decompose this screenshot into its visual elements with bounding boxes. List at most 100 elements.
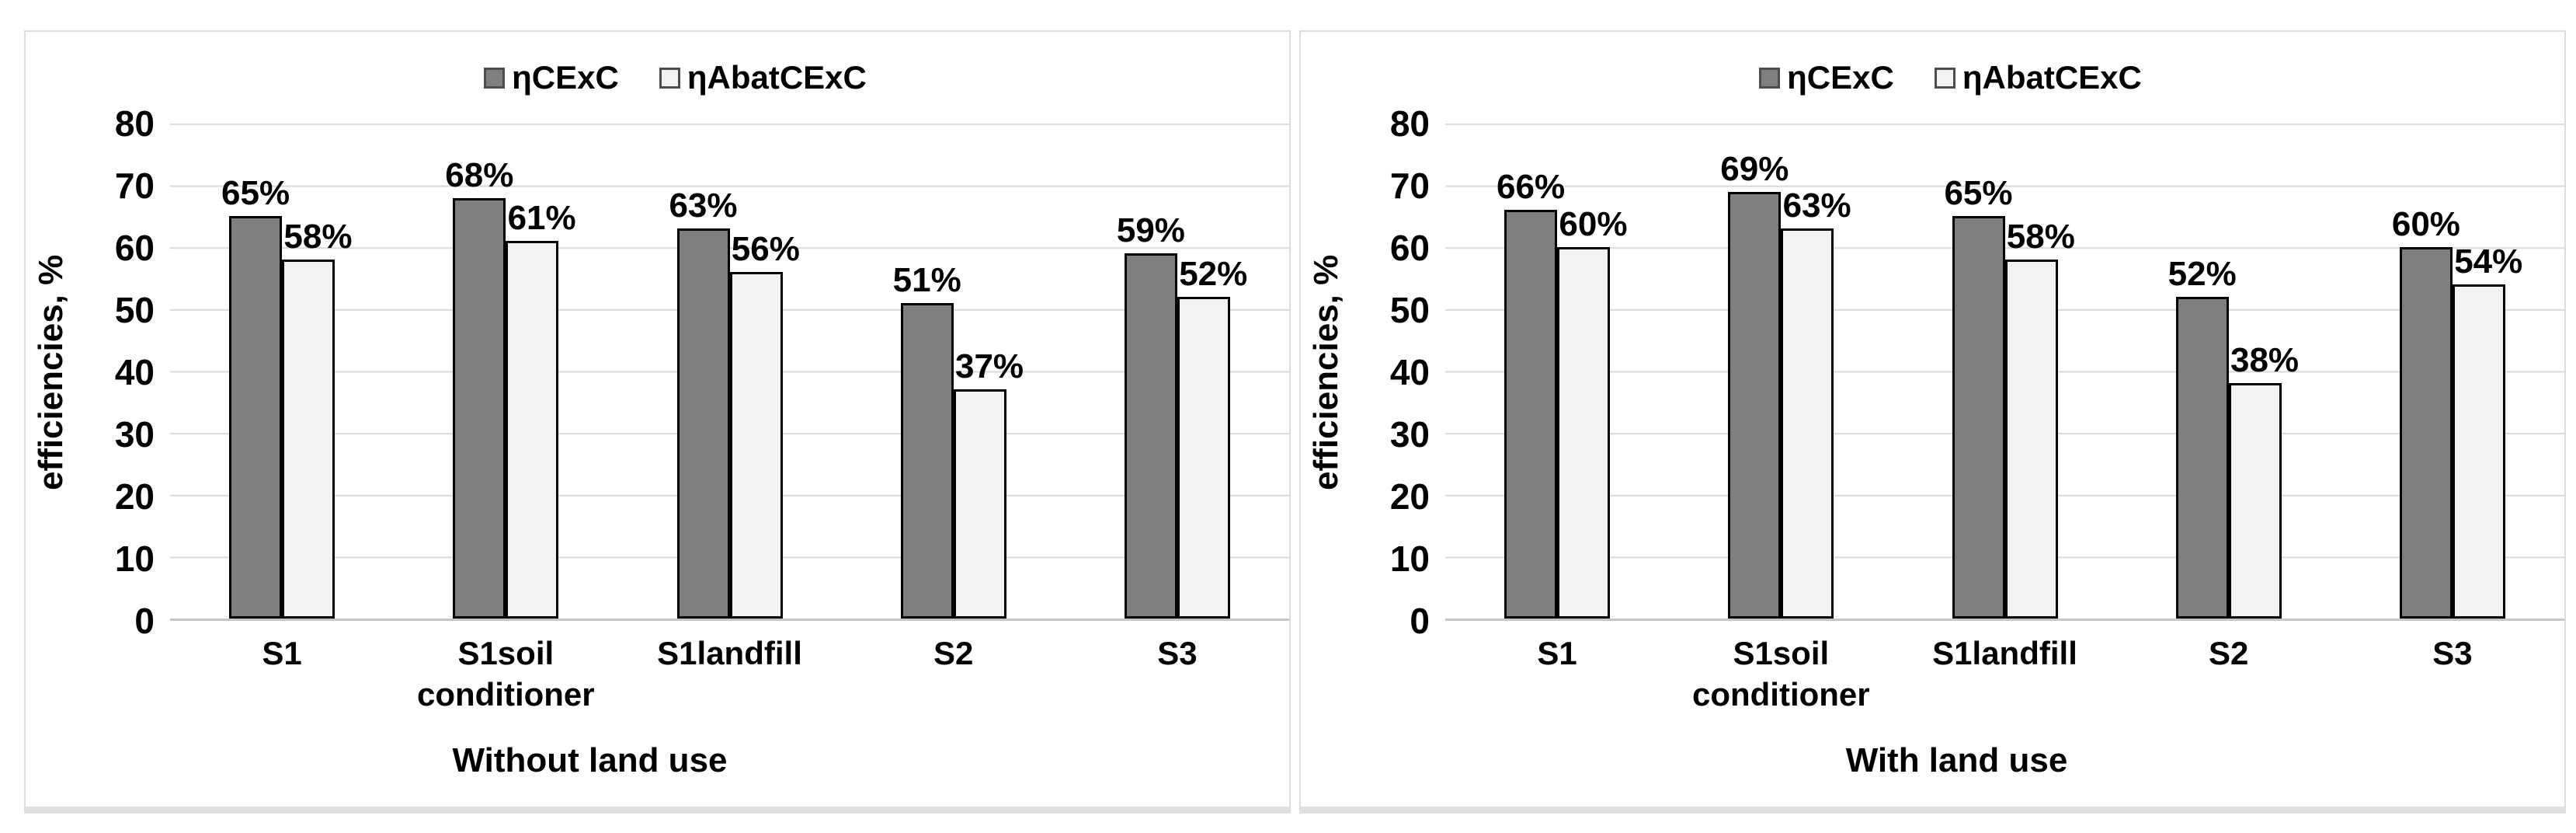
bar-value-label: 59% (1116, 211, 1185, 250)
y-tick-40: 40 (114, 352, 155, 392)
bar-ηAbatCExC-S1: 58% (282, 220, 352, 619)
bar-ηCExC-S2: 52% (2168, 256, 2237, 619)
y-tick-50: 50 (114, 290, 155, 330)
legend: ηCExC ηAbatCExC (116, 32, 1235, 124)
y-tick-30: 30 (114, 414, 155, 455)
category-label-S1soil-conditioner: S1soil conditioner (1691, 635, 1870, 713)
y-tick-20: 20 (1389, 476, 1430, 517)
bar-value-label: 63% (669, 186, 738, 225)
bar-ηCExC-S1: 65% (221, 176, 290, 619)
bar-value-label: 60% (1559, 205, 1628, 244)
chart-panel-without-land-use: ηCExC ηAbatCExC efficiencies, % 0 10 20 30 4… (24, 30, 1291, 814)
category-group-S1soil-conditioner: 68% 61% (394, 124, 617, 619)
plot-area: 66% 60% 69% 63% 65% 58% 52% 38% 60% 54% (1445, 124, 2564, 621)
category-group-S1soil-conditioner: 69% 63% (1669, 124, 1893, 619)
y-tick-40: 40 (1389, 352, 1430, 392)
legend-swatch-abatcexc (1934, 67, 1955, 89)
legend-swatch-cexc (484, 67, 506, 89)
category-label-S1: S1 (1537, 635, 1577, 671)
bar-ηCExC-S3: 60% (2392, 207, 2460, 619)
x-axis-title: With land use (1845, 741, 2068, 779)
y-tick-80: 80 (114, 103, 155, 144)
legend-item-abatcexc: ηAbatCExC (1934, 59, 2142, 96)
bar-ηAbatCExC-S1: 60% (1557, 207, 1627, 619)
chart-area: efficiencies, % 0 10 20 30 40 50 60 70 80 65% 58%… (26, 106, 1289, 639)
chart-area: efficiencies, % 0 10 20 30 40 50 60 70 80 66% 60%… (1301, 106, 2564, 639)
legend-swatch-abatcexc (659, 67, 680, 89)
legend-label-cexc: ηCExC (512, 59, 619, 96)
y-tick-50: 50 (1389, 290, 1430, 330)
y-tick-10: 10 (1389, 538, 1430, 579)
bar-value-label: 58% (283, 218, 353, 256)
chart-panel-with-land-use: ηCExC ηAbatCExC efficiencies, % 0 10 20 30 4… (1299, 30, 2566, 814)
x-axis-title: Without land use (452, 741, 728, 779)
bar-value-label: 61% (507, 199, 576, 238)
category-label-S2: S2 (933, 635, 974, 671)
legend-label-abatcexc: ηAbatCExC (1962, 59, 2142, 96)
y-axis-title: efficiencies, % (1307, 254, 1345, 490)
bar-value-label: 38% (2230, 341, 2300, 380)
legend-swatch-cexc (1759, 67, 1781, 89)
bar-ηAbatCExC-S1soil-conditioner: 63% (1781, 189, 1851, 619)
x-axis-category-labels: S1 S1soil conditioner S1landfill S2 S3 (170, 633, 1289, 715)
y-tick-60: 60 (114, 228, 155, 268)
y-tick-60: 60 (1389, 228, 1430, 268)
category-label-S1landfill: S1landfill (657, 635, 802, 671)
bar-ηCExC-S1soil-conditioner: 69% (1720, 152, 1789, 619)
bar-ηCExC-S1soil-conditioner: 68% (445, 158, 513, 619)
category-label-S1: S1 (262, 635, 302, 671)
category-label-S3: S3 (1157, 635, 1198, 671)
bar-ηAbatCExC-S1landfill: 56% (729, 232, 800, 619)
legend-item-abatcexc: ηAbatCExC (659, 59, 867, 96)
bar-ηCExC-S1landfill: 63% (669, 189, 738, 619)
bar-value-label: 65% (221, 174, 290, 213)
plot-area: 65% 58% 68% 61% 63% 56% 51% 37% 59% 52% (170, 124, 1289, 621)
bar-ηAbatCExC-S1landfill: 58% (2004, 220, 2075, 619)
bar-ηCExC-S1: 66% (1497, 170, 1565, 619)
bar-value-label: 37% (954, 347, 1024, 386)
y-tick-0: 0 (1410, 601, 1430, 641)
bar-ηCExC-S2: 51% (893, 263, 961, 619)
category-group-S2: 51% 37% (842, 124, 1066, 619)
bar-value-label: 56% (731, 230, 800, 269)
bar-value-label: 58% (2006, 218, 2075, 256)
bar-value-label: 65% (1944, 174, 2013, 213)
bar-ηAbatCExC-S2: 37% (953, 350, 1024, 619)
bar-ηCExC-S3: 59% (1117, 214, 1185, 619)
legend-item-cexc: ηCExC (1759, 59, 1894, 96)
category-group-S2: 52% 38% (2117, 124, 2341, 619)
bar-value-label: 69% (1720, 149, 1789, 188)
category-label-S1landfill: S1landfill (1932, 635, 2077, 671)
bar-ηCExC-S1landfill: 65% (1944, 176, 2013, 619)
bar-value-label: 60% (2391, 205, 2460, 244)
bar-value-label: 63% (1782, 186, 1851, 225)
bar-value-label: 54% (2454, 242, 2523, 281)
legend-label-abatcexc: ηAbatCExC (687, 59, 867, 96)
y-tick-70: 70 (114, 166, 155, 206)
legend: ηCExC ηAbatCExC (1391, 32, 2510, 124)
category-group-S3: 59% 52% (1066, 124, 1289, 619)
bar-value-label: 68% (445, 155, 514, 194)
category-group-S1landfill: 65% 58% (1893, 124, 2116, 619)
y-axis-ticks: 0 10 20 30 40 50 60 70 80 (1352, 106, 1445, 639)
category-label-S1soil-conditioner: S1soil conditioner (416, 635, 595, 713)
bar-value-label: 51% (892, 260, 961, 299)
category-group-S1landfill: 63% 56% (617, 124, 841, 619)
category-label-S3: S3 (2432, 635, 2473, 671)
bar-value-label: 52% (1179, 254, 1248, 293)
legend-label-cexc: ηCExC (1787, 59, 1894, 96)
y-tick-0: 0 (134, 601, 155, 641)
bar-ηAbatCExC-S2: 38% (2228, 343, 2299, 619)
bar-ηAbatCExC-S1soil-conditioner: 61% (506, 201, 576, 619)
y-tick-30: 30 (1389, 414, 1430, 455)
y-tick-20: 20 (114, 476, 155, 517)
bar-ηAbatCExC-S3: 54% (2452, 245, 2522, 619)
x-axis-category-labels: S1 S1soil conditioner S1landfill S2 S3 (1445, 633, 2564, 715)
y-tick-10: 10 (114, 538, 155, 579)
y-tick-70: 70 (1389, 166, 1430, 206)
legend-item-cexc: ηCExC (484, 59, 619, 96)
y-axis-ticks: 0 10 20 30 40 50 60 70 80 (77, 106, 170, 639)
category-label-S2: S2 (2209, 635, 2249, 671)
category-group-S3: 60% 54% (2341, 124, 2564, 619)
